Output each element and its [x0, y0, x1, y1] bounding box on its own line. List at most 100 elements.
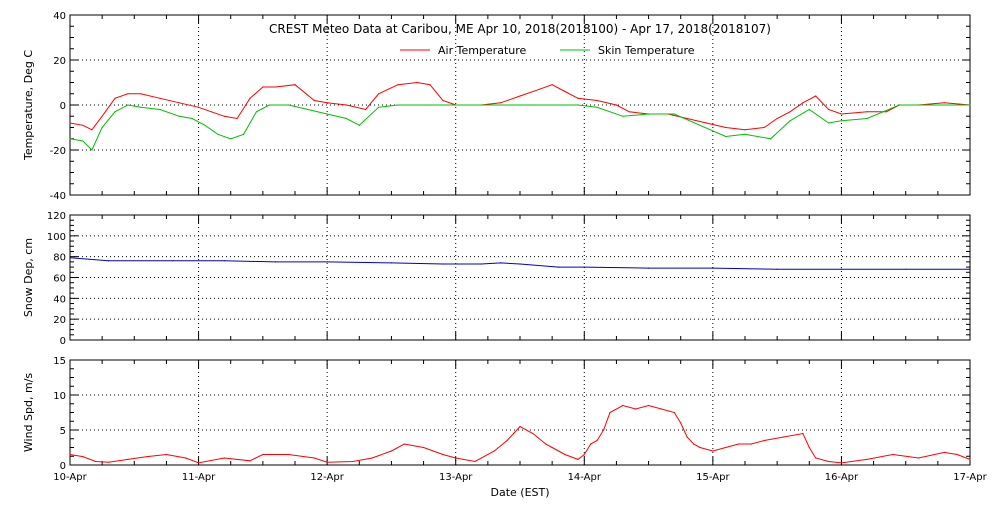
x-tick-label: 12-Apr [310, 472, 344, 483]
data-point-2-0 [660, 408, 663, 410]
data-point-0-0 [114, 97, 116, 99]
data-point-2-0 [146, 456, 148, 458]
data-point-0-1 [326, 113, 328, 115]
y-tick-label-2: 10 [53, 391, 66, 402]
data-point-2-0 [551, 446, 553, 449]
data-point-0-0 [210, 111, 212, 113]
data-point-0-1 [307, 108, 309, 111]
data-point-2-0 [165, 453, 167, 456]
data-point-1-0 [108, 260, 110, 262]
data-point-0-1 [288, 104, 290, 106]
data-point-2-0 [635, 408, 637, 410]
data-point-0-1 [82, 140, 84, 142]
data-point-2-0 [442, 453, 444, 456]
y-tick-label-1: 20 [53, 315, 66, 326]
data-point-0-0 [725, 126, 727, 129]
data-point-0-0 [828, 108, 830, 111]
data-point-1-0 [558, 266, 560, 268]
data-point-0-1 [673, 113, 675, 115]
data-point-0-1 [725, 135, 727, 138]
data-point-0-0 [840, 113, 843, 115]
data-point-2-0 [403, 443, 405, 445]
data-point-1-0 [712, 267, 714, 269]
data-point-0-0 [866, 111, 868, 113]
x-axis-label: Date (EST) [490, 486, 549, 499]
data-point-0-1 [397, 104, 399, 106]
data-point-0-1 [744, 133, 746, 135]
data-point-2-0 [564, 453, 566, 456]
data-point-0-1 [969, 104, 971, 106]
data-point-0-0 [519, 95, 521, 97]
x-tick-label: 16-Apr [825, 472, 859, 483]
y-tick-label-2: 0 [60, 461, 66, 472]
x-tick-label: 15-Apr [696, 472, 730, 483]
data-point-0-0 [500, 102, 502, 104]
data-point-0-1 [69, 138, 71, 140]
data-point-0-1 [178, 115, 180, 117]
data-point-0-0 [596, 99, 598, 102]
data-point-2-0 [108, 461, 110, 463]
data-point-0-1 [429, 104, 431, 106]
data-point-1-0 [840, 268, 843, 270]
data-point-0-0 [943, 102, 945, 104]
data-point-2-0 [828, 460, 830, 463]
data-point-2-0 [326, 461, 328, 463]
data-point-0-0 [885, 111, 888, 113]
data-point-2-0 [596, 439, 598, 442]
data-point-0-1 [699, 124, 701, 126]
y-tick-label-1: 40 [53, 294, 66, 305]
legend-label-0: Air Temperature [438, 44, 527, 57]
data-point-2-0 [262, 453, 264, 456]
data-point-2-0 [82, 456, 84, 458]
data-point-0-1 [159, 108, 161, 111]
data-point-0-0 [140, 93, 142, 95]
data-point-0-0 [776, 117, 778, 120]
data-point-0-0 [262, 86, 264, 88]
data-point-2-0 [474, 460, 476, 463]
data-point-0-1 [127, 104, 129, 106]
data-point-2-0 [506, 439, 508, 442]
data-point-2-0 [693, 443, 695, 445]
data-point-0-1 [358, 124, 360, 126]
data-point-2-0 [603, 429, 605, 431]
data-point-0-0 [442, 99, 444, 102]
data-point-2-0 [577, 458, 579, 460]
data-point-2-0 [686, 436, 688, 438]
y-tick-label-0: -40 [50, 191, 66, 202]
data-point-2-0 [699, 446, 701, 449]
data-point-2-0 [390, 450, 392, 452]
data-point-2-0 [590, 443, 592, 445]
data-point-0-0 [326, 102, 328, 104]
data-point-0-1 [378, 106, 380, 108]
data-point-2-0 [493, 450, 495, 452]
data-point-0-0 [178, 102, 180, 104]
data-point-0-0 [802, 102, 804, 104]
data-point-0-0 [101, 115, 103, 117]
data-point-0-1 [898, 104, 900, 106]
x-tick-label: 11-Apr [182, 472, 216, 483]
y-tick-label-0: 20 [53, 56, 66, 67]
data-point-0-0 [313, 99, 315, 102]
data-point-2-0 [249, 460, 251, 462]
data-point-0-1 [91, 149, 93, 151]
data-point-0-0 [236, 117, 238, 120]
data-point-0-1 [789, 120, 791, 122]
data-point-2-0 [969, 458, 971, 460]
x-tick-label: 17-Apr [953, 472, 987, 483]
data-point-0-1 [101, 126, 103, 129]
data-point-1-0 [648, 267, 650, 269]
y-tick-label-1: 80 [53, 253, 66, 264]
data-point-0-1 [345, 117, 347, 120]
data-point-2-0 [680, 422, 682, 424]
data-point-2-0 [288, 453, 290, 456]
data-point-2-0 [956, 453, 958, 456]
data-point-2-0 [127, 458, 129, 460]
data-point-2-0 [673, 411, 675, 414]
x-tick-label: 13-Apr [439, 472, 473, 483]
data-point-0-0 [159, 97, 161, 99]
data-point-0-1 [230, 138, 232, 140]
series-line-0-0 [69, 81, 971, 131]
data-point-0-0 [294, 84, 296, 86]
data-point-2-0 [371, 457, 373, 459]
